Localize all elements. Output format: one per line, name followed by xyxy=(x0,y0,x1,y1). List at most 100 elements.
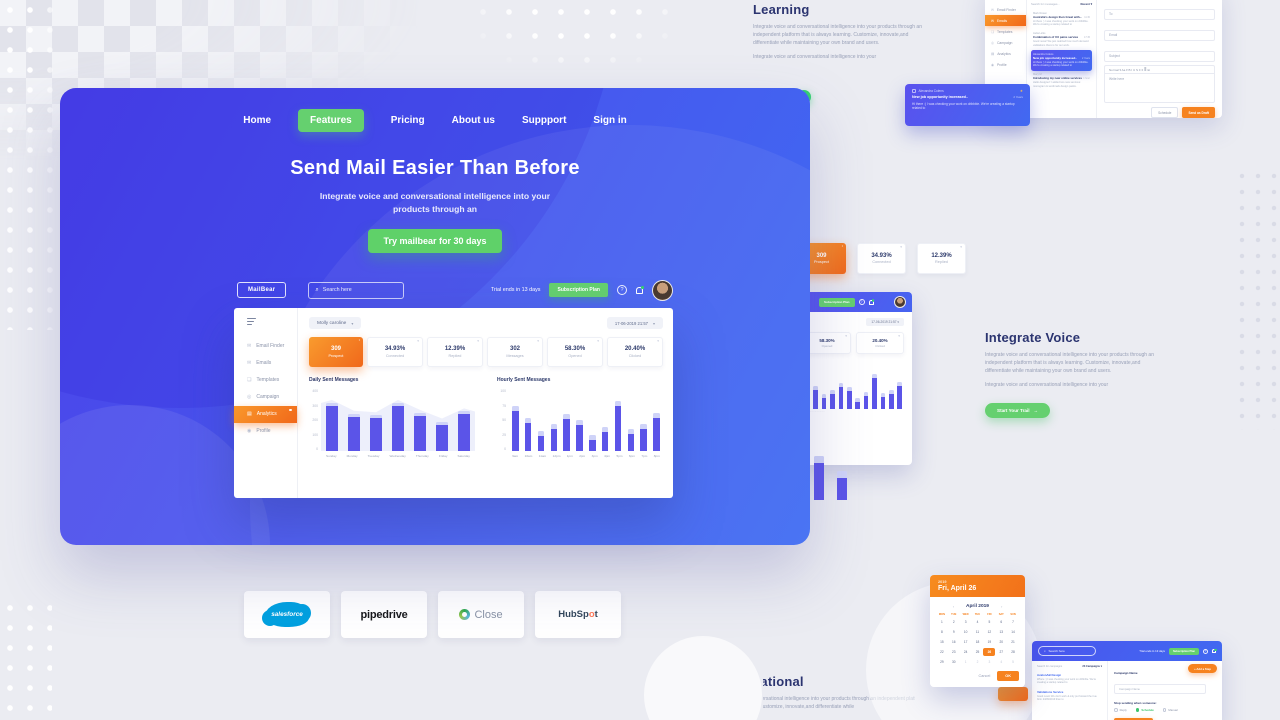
email-list-item[interactable]: Mark Rosen Australia's design then Great … xyxy=(1031,9,1092,30)
calendar-day[interactable]: 19 xyxy=(987,640,992,644)
calendar-day[interactable]: 17 xyxy=(963,640,968,644)
mail-sidebar-item-campaign[interactable]: ◎ Campaign xyxy=(985,37,1026,48)
stat-card-connected[interactable]: 34.93% Connected ▾ xyxy=(367,337,423,367)
calendar-day[interactable]: 24 xyxy=(963,650,968,654)
help-icon[interactable]: ? xyxy=(1203,648,1208,654)
prev-month-icon[interactable]: ‹ xyxy=(952,604,955,609)
send-simulation-button[interactable]: Send Simulation xyxy=(1114,718,1153,720)
calendar-day[interactable]: 18 xyxy=(975,640,980,644)
stat-card-opened[interactable]: 58.30% Opened ▾ xyxy=(803,332,851,354)
calendar-day[interactable]: 23 xyxy=(952,650,956,654)
close-logo[interactable]: Close xyxy=(438,591,524,638)
try-mailbear-button[interactable]: Try mailbear for 30 days xyxy=(368,229,502,253)
campaign-list-item[interactable]: Validations Service Good news! We don't w… xyxy=(1037,687,1102,704)
send-as-draft-button[interactable]: Send as Draft xyxy=(1182,107,1215,118)
calendar-day[interactable]: 7 xyxy=(1012,620,1014,624)
calendar-day[interactable]: 28 xyxy=(1011,650,1015,654)
stat-card-clicked[interactable]: 20.40% Clicked ▾ xyxy=(607,337,663,367)
calendar-day[interactable]: 12 xyxy=(987,630,992,634)
stat-card-opened[interactable]: 58.30% Opened ▾ xyxy=(547,337,603,367)
mail-sidebar-item-templates[interactable]: ❏ Templates xyxy=(985,26,1026,37)
calendar-day[interactable]: 11 xyxy=(975,630,980,634)
radio-schedule[interactable]: Schedule xyxy=(1135,708,1154,712)
nav-item-suppport[interactable]: Suppport xyxy=(521,115,567,126)
hamburger-icon[interactable] xyxy=(247,318,297,325)
sidebar-item-templates[interactable]: ❏ Templates xyxy=(234,372,297,389)
help-icon[interactable]: ? xyxy=(858,299,865,305)
calendar-day[interactable]: 25 xyxy=(975,650,980,654)
mailbear-logo-button[interactable]: MailBear xyxy=(237,282,287,298)
calendar-day[interactable]: 5 xyxy=(1012,660,1014,664)
calendar-day[interactable]: 3 xyxy=(988,660,991,664)
campaign-search-label[interactable]: Search for campaigns xyxy=(1037,665,1063,668)
calendar-day[interactable]: 8 xyxy=(941,630,943,634)
hubspot-logo[interactable]: HubSpot xyxy=(535,591,621,638)
calendar-day[interactable]: 2 xyxy=(976,660,979,664)
calendar-day[interactable]: 1 xyxy=(964,660,967,664)
mail-search-label[interactable]: Search for messages... xyxy=(1031,2,1060,6)
calendar-day[interactable]: 21 xyxy=(1011,640,1015,644)
email-list-item[interactable]: Alexandra Colens New job opportunity incr… xyxy=(1031,50,1092,71)
salesforce-logo[interactable]: salesforce xyxy=(244,591,330,638)
calendar-day[interactable]: 10 xyxy=(963,630,968,634)
stat-card-connected[interactable]: 34.93% Connected ▾ xyxy=(857,243,906,274)
sidebar-item-analytics[interactable]: ▤ Analytics xyxy=(234,405,297,423)
sidebar-item-email-finder[interactable]: ✉ Email Finder xyxy=(234,338,297,355)
compose-toolbar[interactable]: Normal ▾ Aa ▾ B I U S ≡ ≡ ≣ ⊞ xyxy=(1104,65,1215,75)
compose-body-field[interactable]: Write here xyxy=(1104,74,1215,103)
sidebar-item-emails[interactable]: ✉ Emails xyxy=(234,355,297,372)
subject-field[interactable] xyxy=(1104,50,1215,62)
campaign-name-input[interactable] xyxy=(1114,684,1206,694)
campaign-list-item[interactable]: AvalonAB Design Where :) I was checking y… xyxy=(1037,670,1102,687)
calendar-day[interactable]: 20 xyxy=(999,640,1003,644)
stat-card-clicked[interactable]: 20.40% Clicked ▾ xyxy=(856,332,904,354)
calendar-day[interactable]: 22 xyxy=(940,650,944,654)
bell-icon[interactable] xyxy=(1212,648,1217,653)
star-icon[interactable]: ★ xyxy=(1019,89,1023,93)
mail-sidebar-item-profile[interactable]: ◉ Profile xyxy=(985,59,1026,70)
email-list-item[interactable]: Aulia Licks Combination of UX pains servi… xyxy=(1031,30,1092,51)
calendar-day[interactable]: 13 xyxy=(999,630,1003,634)
calendar-day[interactable]: 5 xyxy=(988,620,991,624)
radio-manual[interactable]: Manual xyxy=(1162,708,1178,712)
calendar-day[interactable]: 4 xyxy=(976,620,979,624)
search-input[interactable]: ⌕ xyxy=(308,281,405,299)
calendar-day[interactable]: 15 xyxy=(940,640,944,644)
mail-sidebar-item-emails[interactable]: ✉ Emails xyxy=(985,15,1026,26)
subscription-plan-button[interactable]: Subscription Plan xyxy=(819,297,855,307)
nav-item-sign-in[interactable]: Sign in xyxy=(593,115,627,126)
nav-item-features[interactable]: Features xyxy=(298,109,364,132)
help-icon[interactable]: ? xyxy=(617,285,627,295)
campaign-count-dropdown[interactable]: 23 Campaigns ▾ xyxy=(1082,665,1102,668)
schedule-button[interactable]: Schedule xyxy=(1151,107,1179,118)
calendar-day[interactable]: 3 xyxy=(964,620,967,624)
stat-card-prospect[interactable]: 309 Prospect • xyxy=(309,337,363,367)
email-list-item[interactable]: Mary M Introducing my new online services… xyxy=(1031,71,1092,92)
bell-icon[interactable] xyxy=(636,286,644,294)
sidebar-item-campaign[interactable]: ◎ Campaign xyxy=(234,389,297,406)
cancel-button[interactable]: Cancel xyxy=(978,674,991,678)
date-filter-dropdown[interactable]: 17-06-2019 21:57 ▾ xyxy=(866,318,904,326)
stat-card-replied[interactable]: 12.39% Replied ▾ xyxy=(427,337,483,367)
avatar[interactable] xyxy=(652,279,673,301)
date-filter-dropdown[interactable]: 17-06-2019 21:57 ▾ xyxy=(606,317,663,329)
calendar-day[interactable]: 2 xyxy=(952,620,955,624)
nav-item-pricing[interactable]: Pricing xyxy=(390,115,425,126)
mail-sidebar-item-email-finder[interactable]: ✉ Email Finder xyxy=(985,4,1026,15)
calendar-day[interactable]: 29 xyxy=(940,660,944,664)
add-step-button[interactable]: + Add a Step xyxy=(1188,664,1217,673)
search-input[interactable]: ⌕ xyxy=(1038,646,1096,656)
calendar-day[interactable]: 4 xyxy=(1000,660,1003,664)
stat-card-replied[interactable]: 12.39% Replied ▾ xyxy=(917,243,966,274)
calendar-day[interactable]: 9 xyxy=(952,630,955,634)
calendar-day[interactable]: 16 xyxy=(952,640,956,644)
nav-item-home[interactable]: Home xyxy=(243,115,272,126)
subscription-plan-button[interactable]: Subscription Plan xyxy=(1168,647,1199,655)
calendar-day[interactable]: 14 xyxy=(1011,630,1015,634)
calendar-day[interactable]: 26 xyxy=(983,648,996,656)
avatar[interactable] xyxy=(894,296,906,308)
subscription-plan-button[interactable]: Subscription Plan xyxy=(549,283,608,297)
mail-sidebar-item-analytics[interactable]: ▤ Analytics xyxy=(985,48,1026,59)
calendar-day[interactable]: 27 xyxy=(999,650,1003,654)
ok-button[interactable]: OK xyxy=(997,671,1019,681)
